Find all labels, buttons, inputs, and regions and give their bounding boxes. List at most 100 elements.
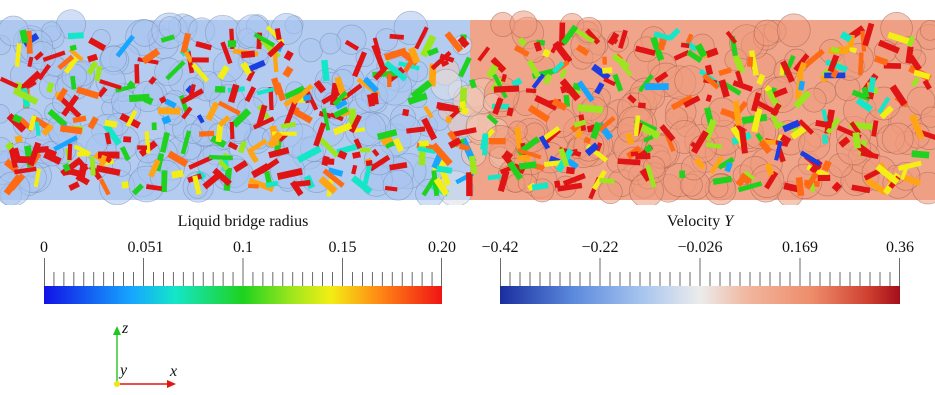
- liquid-bridge: [545, 50, 548, 56]
- orientation-axes: z y x: [100, 318, 190, 390]
- liquid-bridge: [871, 77, 873, 92]
- liquid-bridge: [199, 133, 214, 134]
- x-axis-label: x: [170, 363, 177, 381]
- liquid-bridge: [105, 123, 117, 125]
- liquid-bridge: [14, 117, 21, 120]
- liquid-bridge: [15, 138, 22, 140]
- liquid-bridge: [277, 28, 279, 39]
- liquid-bridge: [107, 133, 109, 144]
- liquid-bridge: [520, 39, 526, 45]
- liquid-bridge: [97, 66, 100, 81]
- particle-sphere: [299, 39, 322, 62]
- liquid-bridge: [385, 188, 397, 190]
- liquid-bridge: [281, 124, 296, 126]
- liquid-bridge: [503, 74, 505, 81]
- liquid-bridge: [472, 80, 475, 88]
- liquid-bridge: [437, 169, 452, 171]
- liquid-bridge: [70, 184, 79, 189]
- liquid-bridge: [860, 53, 861, 76]
- liquid-bridge: [229, 144, 237, 148]
- liquid-bridge: [7, 144, 12, 149]
- liquid-bridge: [558, 185, 582, 189]
- liquid-bridge: [509, 108, 511, 116]
- liquid-bridge: [266, 183, 278, 185]
- liquid-bridge: [546, 75, 551, 83]
- colorbar-title-variable: Y: [724, 213, 733, 230]
- liquid-bridge: [232, 122, 233, 139]
- liquid-bridge: [488, 176, 501, 178]
- liquid-bridge: [29, 57, 31, 67]
- liquid-bridge: [636, 116, 638, 136]
- liquid-bridge: [578, 108, 603, 110]
- liquid-bridge: [908, 47, 910, 64]
- liquid-bridge: [145, 99, 153, 102]
- liquid-bridge: [164, 170, 165, 192]
- liquid-bridge: [70, 47, 76, 49]
- particle-sphere: [599, 180, 623, 204]
- tick-label: −0.026: [677, 238, 722, 258]
- liquid-bridge: [759, 75, 763, 84]
- liquid-bridge: [825, 135, 826, 144]
- tick-label: 0.169: [782, 238, 818, 258]
- liquid-bridge: [285, 68, 290, 76]
- liquid-bridge: [646, 146, 650, 151]
- liquid-bridge: [163, 118, 170, 121]
- particle-sphere: [754, 20, 780, 46]
- liquid-bridge: [604, 57, 605, 65]
- liquid-bridge: [390, 165, 407, 168]
- tick-label: −0.22: [581, 238, 618, 258]
- tick-label: 0.20: [428, 238, 456, 258]
- liquid-bridge: [241, 54, 255, 55]
- liquid-bridge: [566, 170, 574, 171]
- liquid-bridge: [81, 164, 85, 182]
- z-axis-label: z: [122, 320, 128, 338]
- liquid-bridge: [875, 58, 888, 63]
- liquid-bridge: [23, 30, 26, 43]
- liquid-bridge: [839, 49, 849, 50]
- liquid-bridge: [816, 123, 832, 126]
- liquid-bridge: [727, 163, 730, 172]
- colorbar-tick-labels: −0.42 −0.22 −0.026 0.169 0.36: [500, 238, 900, 258]
- liquid-bridge: [768, 164, 771, 175]
- liquid-bridge: [537, 42, 540, 51]
- liquid-bridge: [366, 163, 372, 164]
- liquid-bridge: [248, 186, 259, 187]
- liquid-bridge: [353, 165, 355, 174]
- colorbar-title: Velocity Y: [500, 212, 900, 232]
- liquid-bridge: [439, 107, 453, 108]
- liquid-bridge: [912, 154, 929, 156]
- liquid-bridge: [448, 117, 449, 123]
- liquid-bridge: [602, 70, 612, 71]
- liquid-bridge: [719, 70, 731, 74]
- liquid-bridge: [681, 45, 689, 46]
- liquid-bridge: [125, 182, 126, 189]
- liquid-bridge: [618, 161, 641, 163]
- liquid-bridge: [65, 164, 68, 171]
- liquid-bridge: [158, 111, 180, 112]
- liquid-bridge: [172, 173, 183, 175]
- liquid-bridge: [339, 153, 346, 156]
- liquid-bridge: [218, 125, 220, 142]
- liquid-bridge: [88, 57, 97, 60]
- liquid-bridge: [92, 157, 93, 176]
- tick-label: 0.15: [329, 238, 357, 258]
- tick-label: 0.1: [233, 238, 253, 258]
- liquid-bridge: [736, 101, 739, 126]
- liquid-bridge: [722, 80, 727, 97]
- x-axis-arrowhead: [167, 380, 176, 388]
- liquid-bridge: [638, 105, 645, 106]
- liquid-bridge: [160, 98, 165, 101]
- liquid-bridge: [428, 50, 438, 54]
- particle-scene-svg: [0, 0, 935, 205]
- colorbar-gradient: [44, 286, 442, 304]
- y-axis-marker: [114, 381, 120, 387]
- liquid-bridge: [209, 157, 233, 158]
- liquid-bridge: [472, 156, 475, 174]
- liquid-bridge: [406, 129, 425, 131]
- liquid-bridge: [442, 62, 448, 65]
- tick-label: 0.051: [127, 238, 163, 258]
- liquid-bridge: [267, 171, 270, 182]
- tick-label: 0: [40, 238, 48, 258]
- liquid-bridge: [799, 177, 801, 195]
- liquid-bridge: [303, 97, 311, 98]
